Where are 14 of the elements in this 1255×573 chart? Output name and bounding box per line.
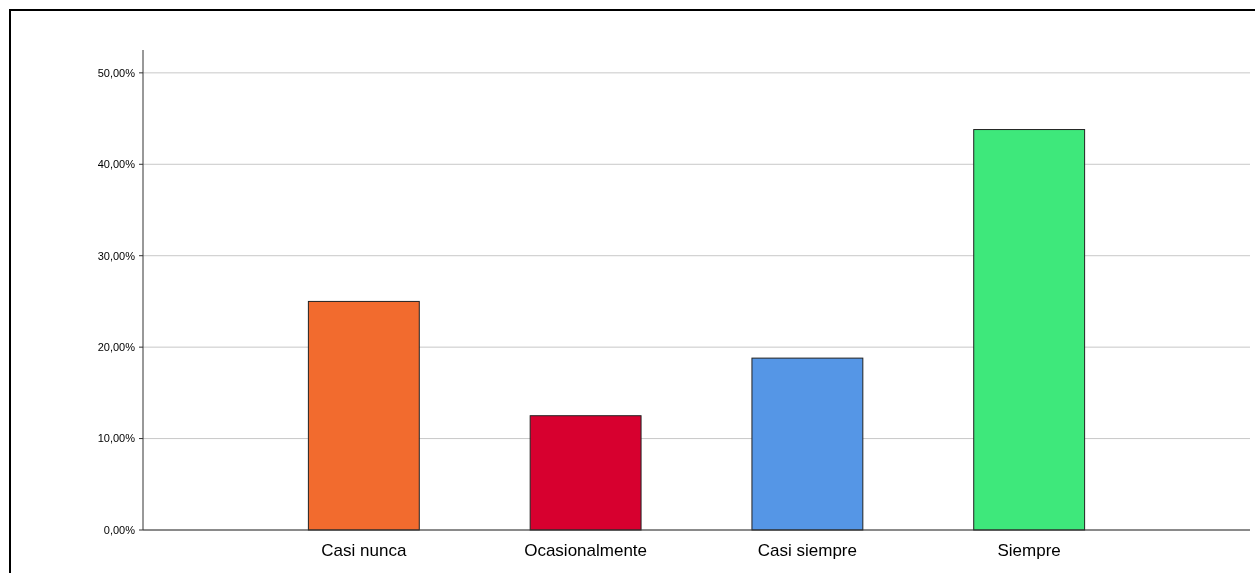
y-tick-label: 30,00% [97,249,136,262]
bar [307,300,420,531]
x-tick-label: Ocasionalmente [524,541,648,560]
y-tick-label: 10,00% [97,432,136,445]
x-tick-label: Siempre [997,541,1061,560]
bar [529,415,642,531]
x-tick-label: Casi nunca [321,541,407,560]
y-tick-label: 20,00% [97,340,136,353]
bar [973,129,1086,531]
x-tick-label: Casi siempre [757,541,857,560]
y-tick-label: 50,00% [97,66,136,79]
y-tick-label: 0,00% [103,523,136,536]
bar [751,357,864,531]
y-tick-label: 40,00% [97,158,136,171]
